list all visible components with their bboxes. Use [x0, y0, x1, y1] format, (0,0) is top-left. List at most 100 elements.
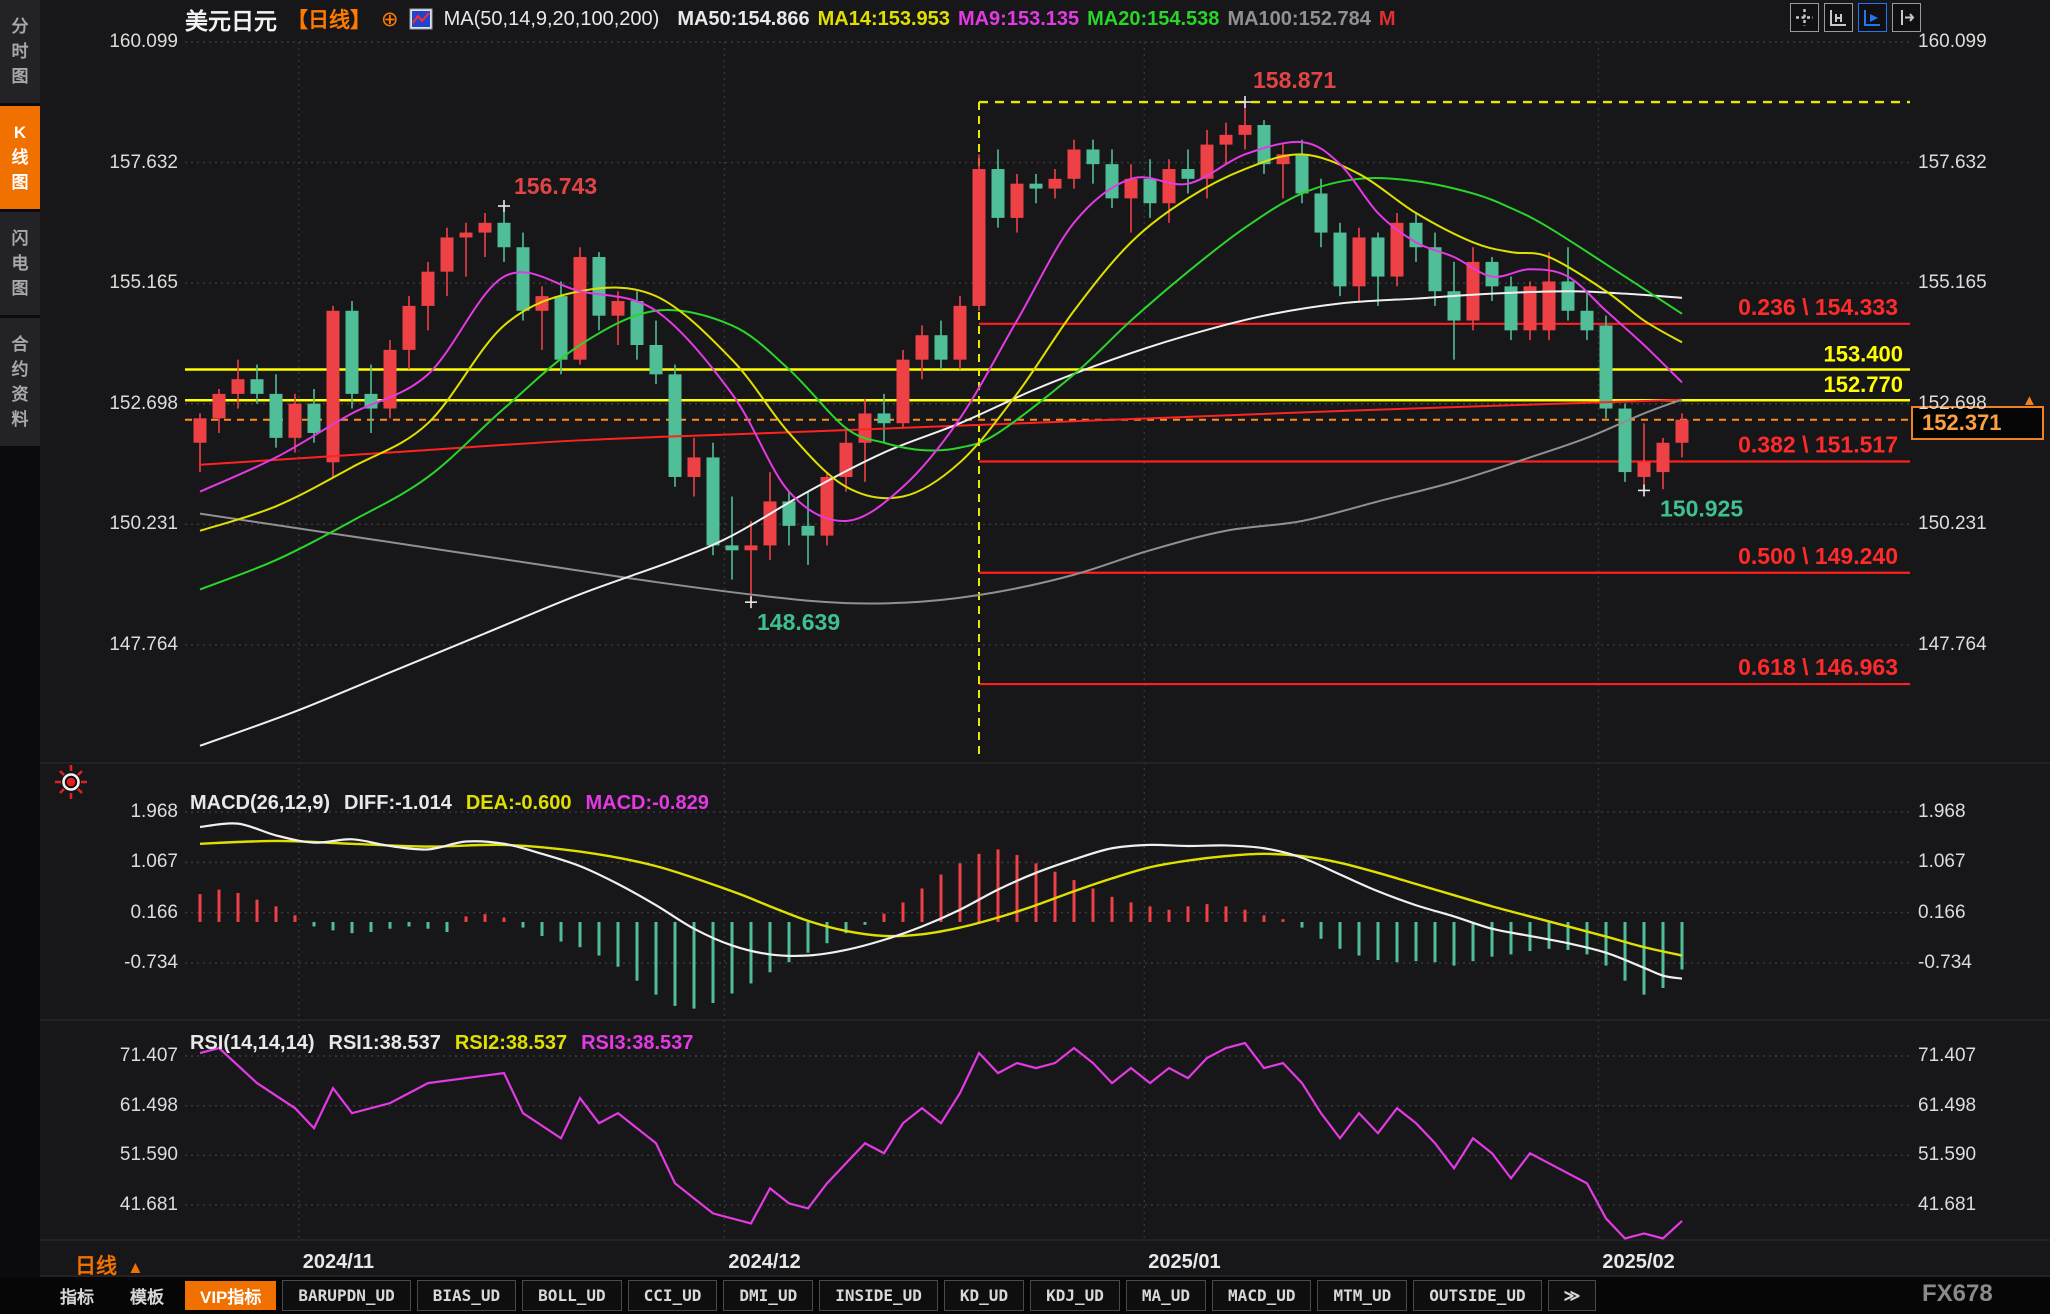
- indicator-value: DEA:-0.600: [465, 792, 572, 814]
- tab-ma-ud[interactable]: MA_UD: [1125, 1280, 1207, 1311]
- axis-tick: 152.698: [109, 392, 178, 414]
- axis-tick: 152.698: [1918, 392, 1987, 414]
- axis-tick: -0.734: [1918, 952, 1972, 974]
- circle-plus-icon[interactable]: ⊕: [381, 7, 399, 31]
- svg-text:2024/12: 2024/12: [728, 1251, 800, 1273]
- svg-text:0.618 \ 146.963: 0.618 \ 146.963: [1738, 654, 1898, 680]
- svg-text:0.382 \ 151.517: 0.382 \ 151.517: [1738, 431, 1898, 457]
- indicator-value: RSI1:38.537: [328, 1032, 441, 1054]
- ma-value: MA100:152.784: [1227, 7, 1371, 30]
- svg-text:0.236 \ 154.333: 0.236 \ 154.333: [1738, 294, 1898, 320]
- watermark: FX678: [1922, 1280, 1993, 1307]
- ma-value: M: [1378, 7, 1396, 30]
- axis-tick: 160.099: [109, 31, 178, 52]
- ma-settings-label: MA(50,14,9,20,100,200): [443, 7, 660, 30]
- period-tag: 【日线】: [287, 9, 371, 32]
- tab--[interactable]: 指标: [60, 1288, 94, 1307]
- axis-tick: 150.231: [109, 513, 178, 535]
- svg-text:0.500 \ 149.240: 0.500 \ 149.240: [1738, 543, 1898, 569]
- axis-tick: 61.498: [1918, 1094, 1977, 1116]
- indicator-value: RSI(14,14,14): [190, 1032, 315, 1054]
- svg-text:158.871: 158.871: [1253, 67, 1336, 93]
- period-selector[interactable]: 日线 ▲: [75, 1250, 144, 1280]
- indicator-handle-icon[interactable]: [53, 763, 89, 801]
- svg-text:2025/02: 2025/02: [1602, 1251, 1674, 1273]
- axis-tick: -0.734: [124, 952, 178, 974]
- ma-value: MA9:153.135: [957, 7, 1080, 30]
- axis-tick: 41.681: [1918, 1193, 1977, 1215]
- fixed-scale-icon[interactable]: [1824, 3, 1853, 32]
- axis-tick: 41.681: [119, 1193, 178, 1215]
- indicator-value: RSI3:38.537: [581, 1032, 694, 1054]
- tab-inside-ud[interactable]: INSIDE_UD: [819, 1280, 938, 1311]
- axis-tick: 0.166: [130, 901, 178, 923]
- rsi-header: RSI(14,14,14) RSI1:38.537 RSI2:38.537 RSI3:…: [190, 1032, 707, 1055]
- axis-tick: 147.764: [1918, 633, 1987, 655]
- axis-tick: 157.632: [109, 151, 178, 173]
- axis-tick: 150.231: [1918, 513, 1987, 535]
- chart-toolbar: [1790, 3, 1921, 32]
- ma-values: MA50:154.866 MA14:153.953 MA9:153.135 MA20:…: [669, 8, 1395, 31]
- indicator-value: MACD(26,12,9): [190, 792, 331, 814]
- auto-scale-icon[interactable]: [1858, 3, 1887, 32]
- axis-tick: 160.099: [1918, 31, 1987, 52]
- sidebar-item-2[interactable]: 闪电图: [0, 212, 40, 315]
- svg-text:152.770: 152.770: [1823, 372, 1903, 397]
- tab-barupdn-ud[interactable]: BARUPDN_UD: [282, 1280, 411, 1311]
- tab--[interactable]: 模板: [130, 1288, 164, 1307]
- axis-tick: 1.067: [130, 851, 178, 873]
- period-text: 日线: [75, 1255, 117, 1278]
- svg-text:2024/11: 2024/11: [303, 1251, 374, 1273]
- axis-tick: 1.067: [1918, 851, 1966, 873]
- axis-tick: 147.764: [109, 633, 178, 655]
- svg-text:153.400: 153.400: [1823, 341, 1903, 366]
- macd-header: MACD(26,12,9) DIFF:-1.014 DEA:-0.600 MACD:-…: [190, 792, 723, 815]
- axis-tick: 157.632: [1918, 151, 1987, 173]
- axis-tick: 71.407: [119, 1045, 178, 1066]
- tab-outside-ud[interactable]: OUTSIDE_UD: [1413, 1280, 1542, 1311]
- ma-value: MA14:153.953: [817, 7, 950, 30]
- tab-kd-ud[interactable]: KD_UD: [943, 1280, 1025, 1311]
- axis-tick: 1.968: [1918, 801, 1966, 823]
- sidebar-item-3[interactable]: 合约资料: [0, 318, 40, 446]
- sidebar-item-0[interactable]: 分时图: [0, 0, 40, 103]
- axis-tick: 61.498: [119, 1094, 178, 1116]
- tab-mtm-ud[interactable]: MTM_UD: [1317, 1280, 1408, 1311]
- svg-text:148.639: 148.639: [757, 609, 840, 635]
- right-margin-icon[interactable]: [1892, 3, 1921, 32]
- svg-text:156.743: 156.743: [514, 173, 597, 199]
- tab-kdj-ud[interactable]: KDJ_UD: [1030, 1280, 1120, 1311]
- tab-dmi-ud[interactable]: DMI_UD: [723, 1280, 814, 1311]
- indicator-value: DIFF:-1.014: [344, 792, 452, 814]
- svg-text:2025/01: 2025/01: [1148, 1251, 1220, 1273]
- ma-value: MA20:154.538: [1087, 7, 1220, 30]
- axis-tick: 51.590: [1918, 1144, 1977, 1166]
- symbol-title: 美元日元: [185, 8, 277, 34]
- tab-boll-ud[interactable]: BOLL_UD: [522, 1280, 622, 1311]
- chart-header: 美元日元 【日线】 ⊕ MA(50,14,9,20,100,200) MA50:…: [185, 4, 1396, 35]
- svg-text:150.925: 150.925: [1660, 495, 1743, 521]
- kline-style-icon[interactable]: [409, 8, 434, 31]
- tab-bias-ud[interactable]: BIAS_UD: [416, 1280, 517, 1311]
- indicator-value: MACD:-0.829: [585, 792, 709, 814]
- axis-tick: 51.590: [119, 1144, 178, 1166]
- axis-tick: 155.165: [109, 272, 178, 294]
- axis-tick: 1.968: [130, 801, 178, 823]
- tab-vip-[interactable]: VIP指标: [185, 1281, 277, 1310]
- tab--[interactable]: ≫: [1547, 1280, 1597, 1311]
- axis-tick: 71.407: [1918, 1045, 1977, 1066]
- pan-tool-icon[interactable]: [1790, 3, 1819, 32]
- indicator-tabbar: 指标 模板 VIP指标 BARUPDN_UD BIAS_UD BOLL_UD CCI_UD D…: [0, 1277, 2050, 1314]
- ma-value: MA50:154.866: [677, 7, 810, 30]
- period-arrow-icon: ▲: [127, 1258, 144, 1277]
- axis-tick: 0.166: [1918, 901, 1966, 923]
- tab-macd-ud[interactable]: MACD_UD: [1212, 1280, 1312, 1311]
- indicator-value: RSI2:38.537: [454, 1032, 568, 1054]
- axis-tick: 155.165: [1918, 272, 1987, 294]
- tab-cci-ud[interactable]: CCI_UD: [627, 1280, 718, 1311]
- price-up-arrow-icon: ▲: [2022, 392, 2037, 409]
